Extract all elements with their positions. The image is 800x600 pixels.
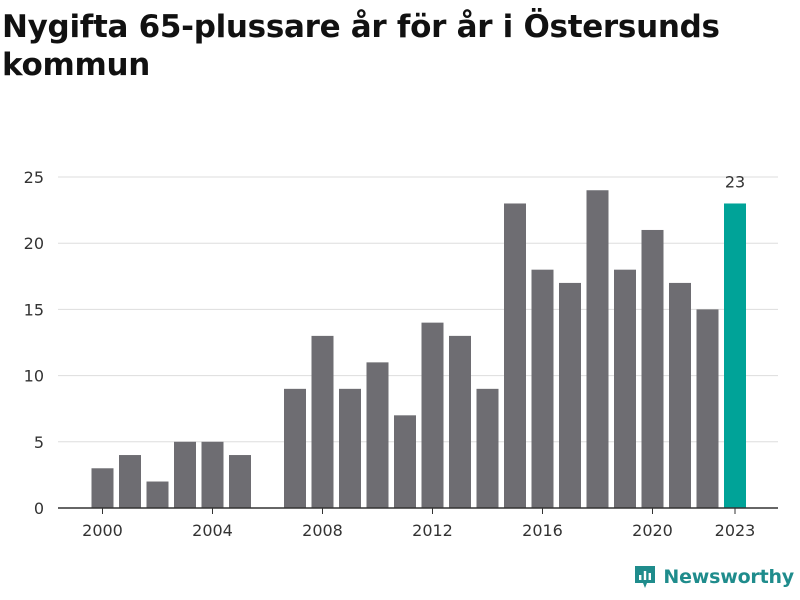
bar xyxy=(531,269,554,508)
x-tick-label: 2008 xyxy=(302,521,343,540)
bar xyxy=(284,388,306,508)
x-tick-label: 2020 xyxy=(632,521,673,540)
y-tick-label: 10 xyxy=(24,367,44,386)
x-tick-label: 2000 xyxy=(82,521,123,540)
x-tick-label: 2012 xyxy=(412,521,453,540)
bar xyxy=(669,282,691,508)
y-tick-label: 25 xyxy=(24,168,44,187)
bar xyxy=(696,309,719,508)
bar xyxy=(586,190,609,509)
x-tick-label: 2004 xyxy=(192,521,233,540)
bar-highlight xyxy=(724,203,746,509)
y-tick-label: 0 xyxy=(34,499,44,518)
bar xyxy=(476,388,499,508)
bar xyxy=(641,229,664,508)
bar xyxy=(311,335,334,508)
y-tick-label: 15 xyxy=(24,300,44,319)
bar xyxy=(394,415,416,508)
bar xyxy=(229,455,251,508)
highlight-value-label: 23 xyxy=(725,172,745,191)
bar xyxy=(201,441,224,508)
bar xyxy=(146,481,169,508)
bar xyxy=(449,335,471,508)
bar xyxy=(339,388,361,508)
bar xyxy=(504,203,526,509)
bar xyxy=(421,322,444,508)
bar-chart: 0 5 10 15 20 25 23 2000 2004 2008 2012 2016 2020 2023 xyxy=(24,168,778,540)
axes: 0 5 10 15 20 25 23 2000 2004 2008 2012 2016 2020 2023 xyxy=(24,168,778,540)
newsworthy-logo-icon xyxy=(635,566,656,588)
newsworthy-brand: Newsworthy xyxy=(633,564,794,590)
bar xyxy=(559,282,581,508)
x-tick-label: 2023 xyxy=(715,521,756,540)
bars xyxy=(91,190,746,509)
y-tick-label: 5 xyxy=(34,433,44,452)
bar xyxy=(366,362,389,508)
x-tick-label: 2016 xyxy=(522,521,563,540)
bar xyxy=(174,441,196,508)
bar xyxy=(614,269,636,508)
brand-name: Newsworthy xyxy=(663,566,794,588)
bar xyxy=(91,468,114,508)
bar xyxy=(119,455,141,508)
y-tick-label: 20 xyxy=(24,234,44,253)
chart-title: Nygifta 65-plussare år för år i Östersun… xyxy=(2,9,720,83)
